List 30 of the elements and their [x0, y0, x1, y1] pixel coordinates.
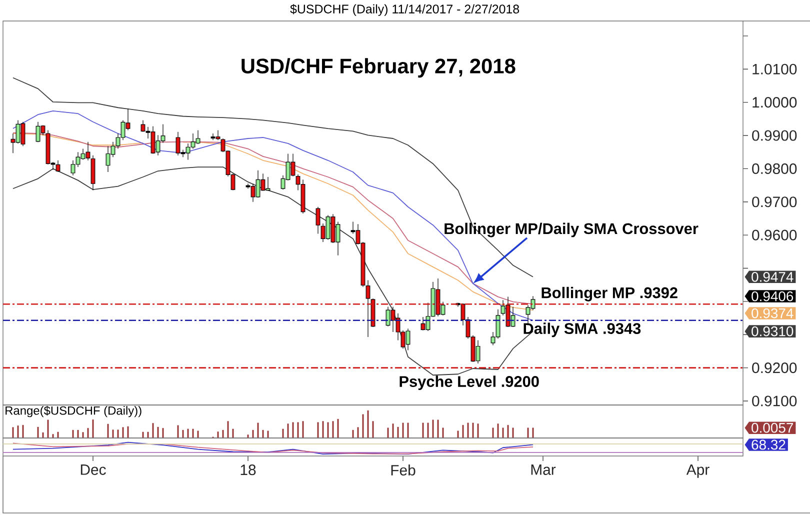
x-tick-label: 18: [240, 464, 256, 476]
x-tick-label: Mar: [531, 464, 556, 475]
chart-subtitle: $USDCHF (Daily) 11/14/2017 - 2/27/2018: [290, 4, 520, 16]
x-tick-label: Feb: [391, 464, 416, 476]
x-tick-label: Dec: [80, 464, 106, 475]
candlestick: [56, 160, 60, 172]
y-tick-label: 0.9800: [752, 163, 797, 174]
ref-line-label: Bollinger MP .9392: [542, 286, 678, 302]
x-tick-label: Apr: [686, 464, 710, 478]
candlestick: [366, 280, 370, 338]
text: 68.32: [752, 440, 786, 450]
text: 0.0057: [752, 422, 794, 433]
y-tick-label: 0.9900: [752, 130, 797, 141]
text: 0.9310: [752, 326, 794, 336]
y-tick-label: 0.9700: [752, 196, 797, 208]
text: 0.9406: [752, 291, 794, 302]
ref-line-label: Psyche Level .9200: [400, 376, 539, 390]
y-tick-label: 1.0000: [752, 97, 797, 108]
y-tick-label: 0.9100: [752, 396, 797, 406]
chart-title: Range($USDCHF (Daily)): [6, 406, 142, 418]
text: 0.9474: [752, 272, 794, 282]
y-tick-label: 0.9200: [752, 362, 797, 374]
candlestick: [90, 155, 96, 191]
text: 0.9374: [752, 308, 794, 318]
ref-line-label: Daily SMA .9343: [524, 322, 641, 338]
y-tick-label: 1.0100: [752, 64, 797, 74]
text: USD/CHF February 27, 2018: [242, 58, 516, 78]
candlestick: [316, 206, 320, 234]
candlestick: [460, 303, 466, 326]
y-tick-label: 0.9600: [752, 230, 797, 240]
